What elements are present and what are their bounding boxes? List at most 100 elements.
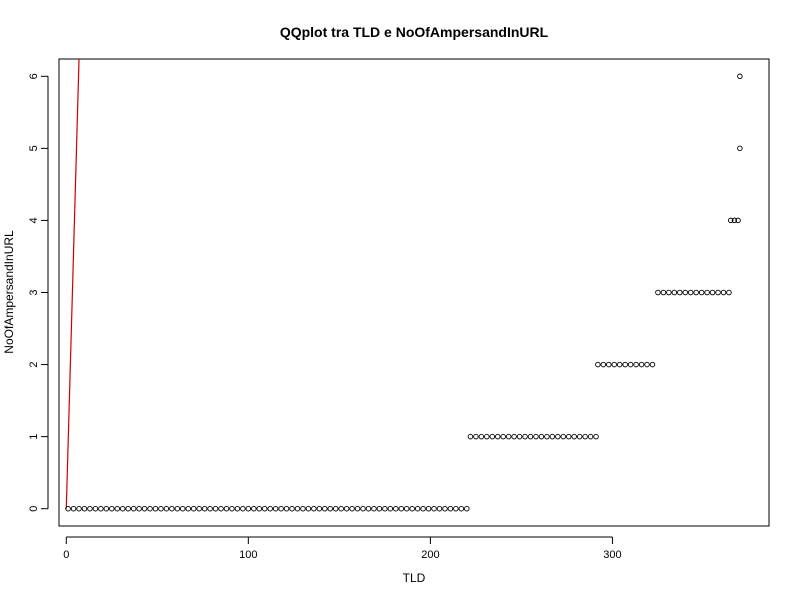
x-tick-label: 200 — [421, 549, 439, 561]
data-point — [436, 505, 443, 512]
plot-area-frame — [58, 58, 770, 527]
data-point — [533, 433, 539, 440]
data-point — [544, 433, 550, 440]
y-tick-label: 4 — [28, 217, 40, 223]
data-point — [289, 505, 295, 512]
data-point — [489, 433, 496, 440]
data-point — [516, 433, 523, 440]
data-point — [393, 505, 399, 512]
data-point — [114, 505, 121, 512]
data-point — [555, 433, 561, 440]
reference-line-layer — [65, 58, 80, 509]
data-point — [343, 505, 350, 512]
data-point — [600, 361, 607, 368]
data-point — [660, 289, 667, 296]
data-point — [403, 505, 410, 512]
data-point — [522, 433, 528, 440]
data-point — [611, 361, 618, 368]
data-point — [251, 505, 257, 512]
data-point — [606, 361, 612, 368]
y-axis-label: NoOfAmpersandInURL — [2, 230, 16, 354]
data-point — [125, 505, 131, 512]
data-point — [737, 145, 743, 152]
reference-line — [65, 58, 80, 509]
data-point — [649, 361, 656, 368]
data-point — [332, 505, 339, 512]
data-point — [442, 505, 448, 512]
data-point — [180, 505, 186, 512]
data-point — [484, 433, 490, 440]
data-point — [103, 505, 110, 512]
data-point — [261, 505, 268, 512]
x-tick-label: 0 — [63, 549, 69, 561]
data-point — [305, 505, 312, 512]
data-point — [431, 505, 437, 512]
y-tick-label: 5 — [28, 145, 40, 151]
data-point — [571, 433, 577, 440]
data-point — [494, 433, 501, 440]
data-point — [666, 289, 672, 296]
data-point — [294, 505, 301, 512]
data-point — [229, 505, 235, 512]
data-point — [731, 217, 738, 224]
data-point — [500, 433, 506, 440]
data-point — [655, 289, 661, 296]
data-point — [735, 217, 741, 224]
data-point — [147, 505, 153, 512]
data-point — [300, 505, 306, 512]
data-point — [709, 289, 716, 296]
data-point — [223, 505, 230, 512]
data-point — [98, 505, 104, 512]
data-point — [560, 433, 567, 440]
data-point — [726, 289, 732, 296]
data-point — [278, 505, 284, 512]
data-point — [65, 505, 71, 512]
data-point — [587, 433, 594, 440]
y-axis: 0 1 2 3 4 5 6 — [28, 73, 49, 512]
data-point — [549, 433, 556, 440]
data-point — [174, 505, 181, 512]
data-point — [478, 433, 485, 440]
data-point — [633, 361, 639, 368]
data-point — [81, 505, 88, 512]
data-point — [398, 505, 405, 512]
data-point — [382, 505, 388, 512]
data-point — [109, 505, 115, 512]
data-point — [70, 505, 77, 512]
data-point — [92, 505, 99, 512]
x-axis-label: TLD — [403, 571, 426, 585]
data-point — [185, 505, 192, 512]
data-point — [693, 289, 699, 296]
data-point — [360, 505, 366, 512]
data-point — [565, 433, 572, 440]
data-point — [267, 505, 273, 512]
data-point — [240, 505, 246, 512]
data-point — [467, 433, 474, 440]
y-tick-label: 6 — [28, 73, 40, 79]
data-point — [576, 433, 583, 440]
data-point — [511, 433, 517, 440]
data-point — [212, 505, 219, 512]
data-point — [447, 505, 454, 512]
data-point — [627, 361, 634, 368]
x-tick-label: 300 — [603, 549, 621, 561]
data-point — [327, 505, 334, 512]
data-point — [152, 505, 159, 512]
data-point — [737, 73, 743, 80]
data-point — [527, 433, 534, 440]
data-point — [130, 505, 137, 512]
data-point — [311, 505, 317, 512]
data-point — [582, 433, 588, 440]
data-point — [720, 289, 727, 296]
data-point — [283, 505, 290, 512]
data-point — [698, 289, 705, 296]
data-point — [158, 505, 164, 512]
data-point — [322, 505, 328, 512]
data-point — [715, 289, 721, 296]
data-point — [616, 361, 623, 368]
data-point — [119, 505, 126, 512]
data-point — [76, 505, 82, 512]
data-point — [141, 505, 148, 512]
data-point — [677, 289, 683, 296]
